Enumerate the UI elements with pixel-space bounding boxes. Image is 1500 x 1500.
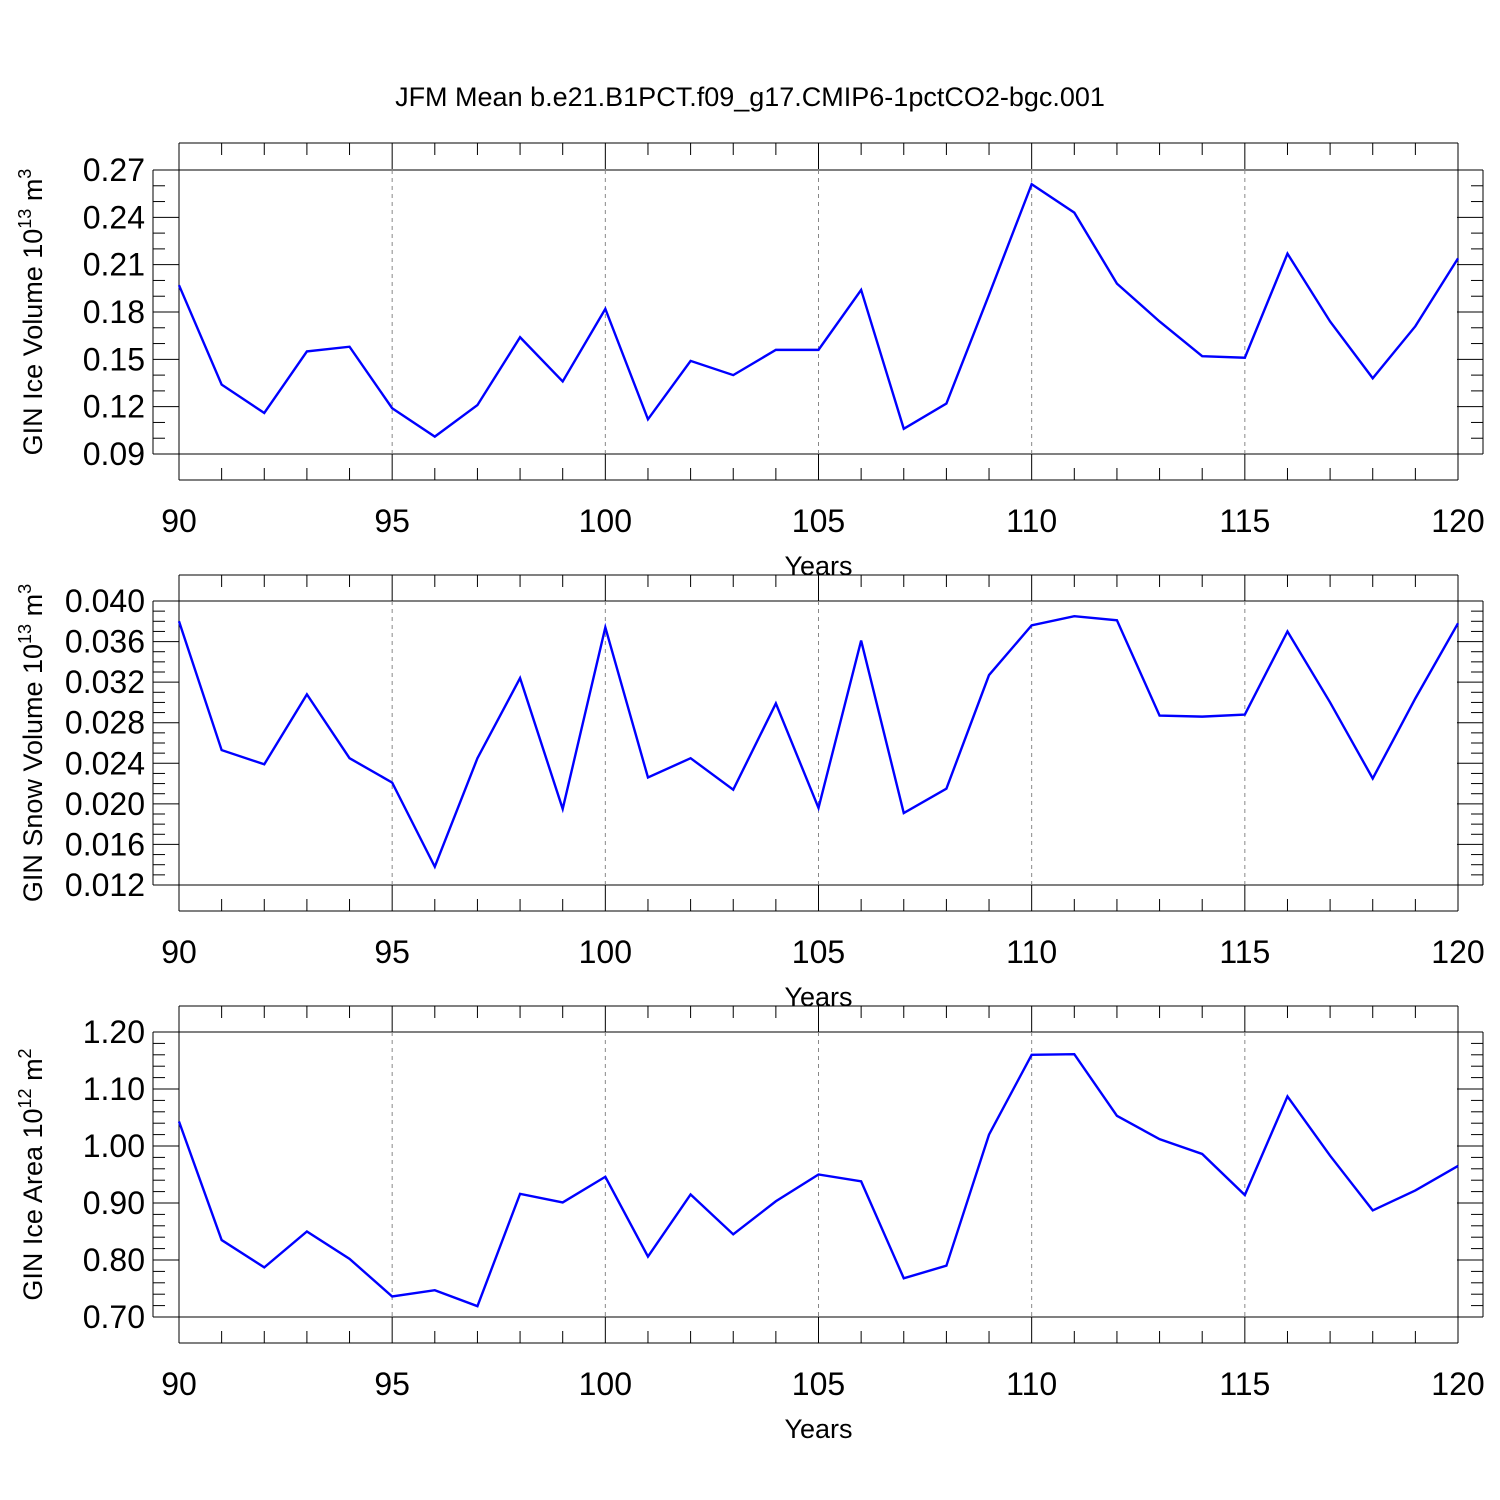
x-tick-label: 105 <box>792 934 845 970</box>
y-tick-label: 0.70 <box>83 1299 145 1335</box>
x-tick-label: 115 <box>1219 1366 1270 1402</box>
y-axis-title-part: GIN Ice Volume 10 <box>18 229 48 456</box>
x-tick-label: 120 <box>1431 934 1484 970</box>
y-tick-label: 0.032 <box>65 664 145 700</box>
y-tick-label: 0.24 <box>83 199 145 235</box>
y-tick-label: 0.27 <box>83 152 145 188</box>
y-tick-label: 1.00 <box>83 1128 145 1164</box>
y-tick-label: 0.024 <box>65 745 145 781</box>
y-tick-label: 0.80 <box>83 1242 145 1278</box>
x-tick-label: 110 <box>1006 1366 1057 1402</box>
y-tick-label: 0.012 <box>65 867 145 903</box>
y-tick-label: 1.10 <box>83 1071 145 1107</box>
x-tick-label: 100 <box>579 1366 632 1402</box>
x-tick-label: 120 <box>1431 503 1484 539</box>
panel-2: 90 95 100 105 110 115 120 0.012 0.016 0.020 0.024 0… <box>15 574 1485 1012</box>
y-tick-label: 0.016 <box>65 826 145 862</box>
x-tick-label: 105 <box>792 1366 845 1402</box>
y-tick-label: 0.020 <box>65 786 145 822</box>
x-tick-label: 90 <box>161 934 197 970</box>
y-tick-label: 0.21 <box>83 247 145 283</box>
series-line <box>177 615 1460 870</box>
chart-title: JFM Mean b.e21.B1PCT.f09_g17.CMIP6-1pctC… <box>395 82 1105 112</box>
x-tick-label: 120 <box>1431 1366 1484 1402</box>
y-axis-title-superscript: 13 <box>15 624 35 644</box>
x-tick-label: 95 <box>374 503 410 539</box>
y-axis-title-superscript: 13 <box>15 209 35 229</box>
series-line <box>177 1053 1459 1308</box>
y-axis-title-part: m <box>18 1058 48 1088</box>
x-tick-label: 110 <box>1006 934 1057 970</box>
y-tick-label: 1.20 <box>83 1014 145 1050</box>
y-tick-label: 0.036 <box>65 624 145 660</box>
y-tick-label: 0.15 <box>83 341 145 377</box>
y-axis-title: GIN Snow Volume 1013 m3 <box>15 584 48 902</box>
y-axis-title-part: GIN Snow Volume 10 <box>18 644 48 902</box>
y-tick-label: 0.90 <box>83 1185 145 1221</box>
y-axis-title: GIN Ice Area 1012 m2 <box>15 1048 48 1300</box>
x-tick-label: 105 <box>792 503 845 539</box>
x-axis-title: Years <box>784 1414 852 1444</box>
x-tick-label: 100 <box>579 503 632 539</box>
y-axis-title: GIN Ice Volume 1013 m3 <box>15 169 48 456</box>
x-tick-label: 95 <box>374 934 410 970</box>
y-axis-title-superscript: 3 <box>15 169 35 179</box>
y-axis-title-superscript: 2 <box>15 1048 35 1058</box>
x-tick-label: 90 <box>161 503 197 539</box>
y-axis-title-part: GIN Ice Area 10 <box>18 1108 48 1300</box>
y-axis-title-part: m <box>18 594 48 624</box>
y-tick-label: 0.040 <box>65 583 145 619</box>
x-tick-label: 90 <box>161 1366 197 1402</box>
x-tick-label: 100 <box>579 934 632 970</box>
x-tick-label: 115 <box>1219 503 1270 539</box>
y-tick-label: 0.18 <box>83 294 145 330</box>
y-tick-label: 0.09 <box>83 436 145 472</box>
panel-3: 90 95 100 105 110 115 120 0.70 0.80 0.90 1.00 1.10 1… <box>15 1005 1485 1444</box>
panel-1: 90 95 100 105 110 115 120 0.09 0.12 0.15 0.18 0.21 0… <box>15 142 1485 581</box>
y-tick-label: 0.028 <box>65 705 145 741</box>
y-axis-title-superscript: 12 <box>15 1088 35 1108</box>
x-tick-label: 110 <box>1006 503 1057 539</box>
x-tick-label: 95 <box>374 1366 410 1402</box>
y-axis-title-part: m <box>18 179 48 209</box>
y-tick-label: 0.12 <box>83 389 145 425</box>
y-axis-title-superscript: 3 <box>15 584 35 594</box>
x-tick-label: 115 <box>1219 934 1270 970</box>
series-line <box>177 182 1460 439</box>
